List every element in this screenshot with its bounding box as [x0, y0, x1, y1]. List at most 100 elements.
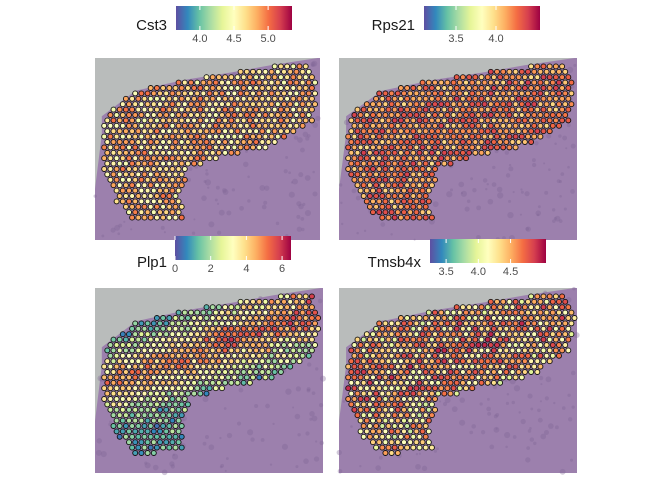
expression-spot — [234, 325, 241, 332]
expression-spot — [312, 342, 318, 348]
expression-spot — [166, 193, 173, 199]
expression-spot — [401, 176, 407, 183]
expression-spot — [141, 214, 148, 221]
expression-spot — [552, 315, 559, 321]
expression-spot — [466, 117, 473, 124]
expression-spot — [101, 396, 108, 402]
expression-spot — [209, 117, 216, 124]
expression-spot — [203, 85, 210, 91]
expression-spot — [157, 320, 163, 327]
expression-spot — [126, 122, 132, 129]
expression-spot — [391, 203, 398, 210]
expression-spot — [391, 95, 398, 102]
expression-spot — [119, 176, 126, 183]
expression-spot — [277, 347, 284, 354]
colorbar — [175, 236, 291, 260]
expression-spot — [357, 374, 364, 381]
expression-spot — [147, 379, 154, 386]
expression-spot — [250, 309, 256, 316]
tissue-texture — [304, 209, 312, 217]
expression-spot — [416, 423, 423, 429]
tissue-texture — [281, 443, 288, 450]
expression-spot — [422, 358, 429, 365]
expression-spot — [237, 309, 244, 316]
expression-spot — [166, 315, 173, 321]
expression-spot — [169, 406, 176, 413]
expression-spot — [525, 122, 531, 129]
tissue-texture — [359, 465, 362, 468]
expression-spot — [416, 182, 423, 189]
expression-spot — [166, 444, 173, 451]
expression-spot — [469, 122, 476, 129]
expression-spot — [500, 90, 507, 97]
expression-spot — [250, 68, 256, 75]
expression-spot — [209, 149, 216, 156]
expression-spot — [351, 406, 358, 413]
expression-spot — [141, 149, 148, 156]
colorbar-tick-label: 4.5 — [226, 33, 241, 45]
tissue-texture — [573, 332, 580, 339]
expression-spot — [135, 193, 142, 199]
expression-spot — [354, 106, 361, 113]
expression-spot — [410, 171, 417, 178]
tissue-texture — [288, 171, 291, 175]
expression-spot — [407, 385, 414, 392]
expression-spot — [138, 144, 145, 151]
tissue-texture — [495, 413, 500, 417]
expression-spot — [407, 176, 414, 183]
expression-spot — [160, 128, 167, 135]
expression-spot — [379, 444, 386, 451]
expression-spot — [360, 106, 367, 113]
expression-spot — [416, 325, 423, 332]
expression-spot — [132, 209, 139, 216]
expression-spot — [500, 122, 507, 129]
expression-spot — [345, 166, 352, 172]
expression-spot — [305, 320, 312, 327]
expression-spot — [528, 304, 535, 311]
expression-spot — [351, 352, 358, 359]
expression-spot — [181, 112, 188, 118]
expression-spot — [209, 347, 216, 354]
expression-spot — [305, 79, 312, 86]
expression-spot — [166, 412, 173, 419]
expression-spot — [234, 304, 241, 311]
expression-spot — [172, 325, 179, 332]
expression-spot — [225, 101, 232, 108]
expression-spot — [469, 79, 476, 86]
expression-spot — [487, 79, 494, 86]
expression-spot — [401, 331, 407, 338]
expression-spot — [122, 336, 129, 343]
expression-spot — [450, 90, 457, 97]
expression-spot — [293, 352, 300, 359]
expression-spot — [150, 439, 157, 446]
expression-spot — [219, 309, 225, 316]
expression-spot — [157, 342, 163, 348]
expression-spot — [354, 128, 361, 135]
expression-spots — [345, 63, 575, 221]
expression-spot — [122, 369, 129, 375]
expression-spot — [144, 155, 151, 162]
expression-spot — [428, 106, 435, 113]
expression-spot — [407, 90, 414, 97]
expression-spot — [478, 128, 485, 135]
expression-spot — [401, 198, 407, 205]
expression-spot — [141, 160, 148, 167]
expression-spot — [246, 325, 253, 332]
expression-spot — [290, 358, 297, 365]
expression-spot — [228, 325, 235, 332]
expression-spot — [293, 112, 300, 118]
tissue-texture — [540, 433, 547, 440]
tissue-texture — [144, 461, 148, 465]
expression-spot — [150, 198, 157, 205]
expression-spot — [354, 401, 361, 408]
expression-spot — [160, 160, 167, 167]
expression-spot — [500, 68, 507, 75]
expression-spot — [129, 95, 136, 102]
expression-spot — [184, 160, 191, 167]
expression-spot — [157, 396, 163, 402]
expression-spot — [354, 149, 361, 156]
expression-spot — [419, 79, 426, 86]
expression-spot — [515, 95, 522, 102]
expression-spot — [163, 320, 170, 327]
expression-spot — [503, 74, 510, 81]
